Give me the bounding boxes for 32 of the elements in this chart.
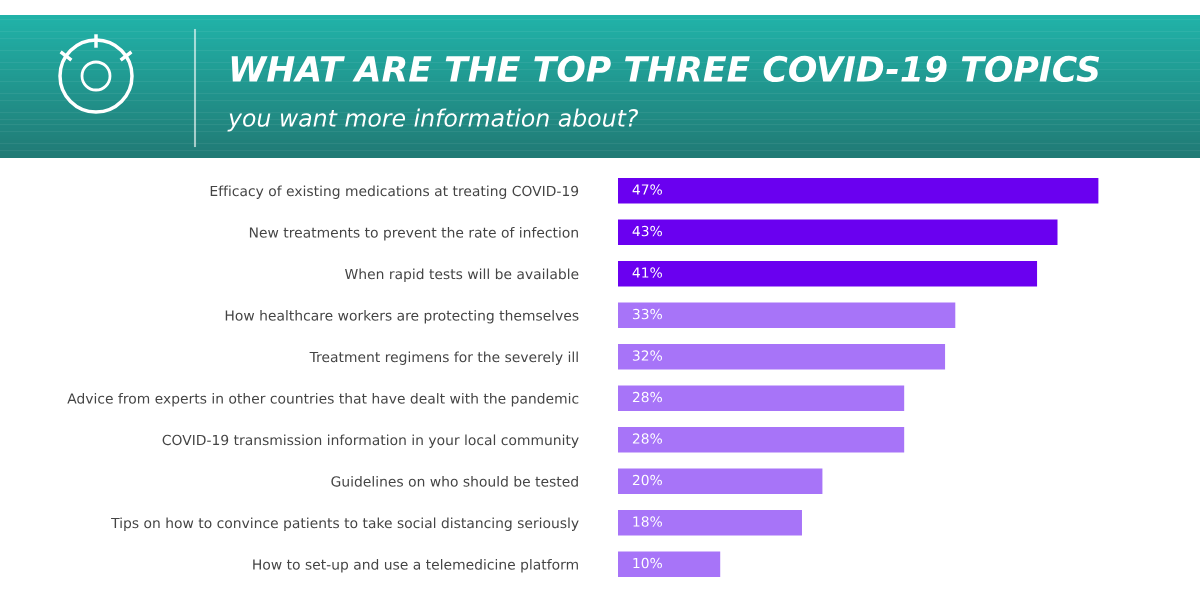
bar: [618, 509, 802, 536]
data-label: 33%: [632, 308, 662, 320]
y-tick-label: When rapid tests will be available: [345, 268, 579, 282]
y-tick-label: How to set-up and use a telemedicine platform: [253, 558, 578, 573]
data-label: 47%: [632, 184, 662, 195]
y-tick-label: New treatments to prevent the rate of infection: [249, 226, 578, 241]
data-label: 41%: [632, 267, 662, 278]
bar: [618, 219, 1058, 246]
bar: [618, 302, 956, 329]
data-label: 32%: [632, 350, 662, 361]
y-tick-label: COVID-19 transmission information in your local community: [162, 434, 579, 448]
data-label: 10%: [633, 557, 662, 569]
chart-title: WHAT ARE THE TOP THREE COVID-19 TOPICS: [231, 55, 1100, 83]
chart-subtitle: you want more information about?: [227, 108, 638, 132]
y-tick-label: Advice from experts in other countries that have dealt with the pandemic: [67, 392, 579, 407]
bar: [618, 343, 946, 370]
y-tick-label: Tips on how to convince patients to take social distancing seriously: [111, 517, 579, 531]
y-tick-label: How healthcare workers are protecting themselves: [225, 309, 579, 324]
bar: [618, 260, 1038, 287]
data-label: 28%: [632, 433, 662, 444]
y-tick-label: Guidelines on who should be tested: [331, 475, 578, 487]
bar: [618, 385, 905, 412]
data-label: 20%: [632, 474, 662, 486]
bar: [618, 426, 905, 453]
y-tick-label: Efficacy of existing medications at treating COVID-19: [210, 185, 579, 199]
data-label: 18%: [633, 516, 662, 527]
bar: [618, 177, 1099, 204]
y-tick-label: Treatment regimens for the severely ill: [309, 351, 578, 365]
bar: [618, 468, 823, 495]
bar: [618, 551, 721, 578]
data-label: 28%: [632, 391, 662, 403]
data-label: 43%: [632, 225, 662, 237]
